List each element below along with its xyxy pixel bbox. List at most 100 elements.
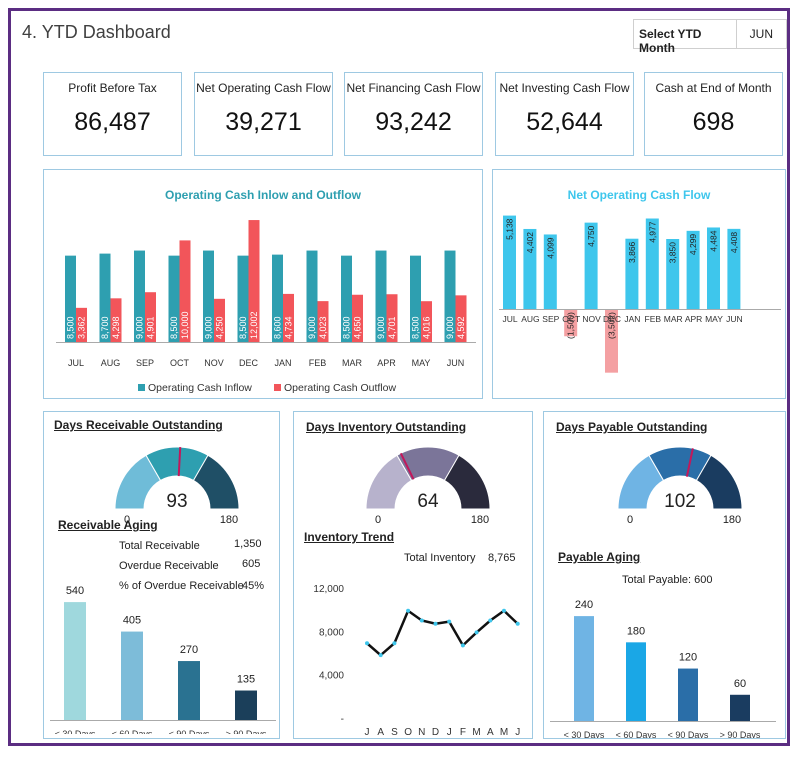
data-label: 8,500	[169, 316, 179, 339]
net-operating-chart-panel: Net Operating Cash Flow 5,138 JUL 4,402 AUG 4…	[492, 169, 786, 399]
x-tick-label: MAY	[412, 358, 431, 368]
data-label: 4,701	[387, 316, 397, 339]
data-label: 12,002	[249, 311, 259, 339]
data-label: 4,977	[647, 221, 657, 243]
dpo-title: Days Payable Outstanding	[556, 420, 708, 434]
inventory-trend-title: Inventory Trend	[304, 530, 395, 544]
data-label: 4,402	[525, 232, 535, 254]
trend-point	[392, 641, 397, 646]
x-tick-label: JUL	[502, 314, 517, 324]
data-label: 3,866	[627, 241, 637, 263]
trend-line	[366, 608, 519, 657]
gauge-needle	[177, 447, 182, 477]
bar-inflow	[444, 250, 456, 342]
bar-net	[707, 227, 720, 309]
bar-outflow	[386, 294, 398, 342]
x-tick-label: MAY	[705, 314, 723, 324]
data-label: 4,408	[729, 232, 739, 254]
gauge-value: 64	[417, 491, 439, 512]
x-tick-label: FEB	[309, 358, 327, 368]
bar-outflow	[352, 294, 363, 342]
bar-net	[523, 228, 537, 309]
data-label: 9,000	[376, 316, 386, 339]
dio-gauge: 64 0 180	[365, 446, 491, 526]
gauge-min: 0	[375, 514, 381, 526]
ytd-month-value[interactable]: JUN	[749, 27, 773, 41]
dpo-gauge: 102 0 180	[617, 446, 743, 526]
gauge-min: 0	[627, 514, 633, 526]
bar-net	[503, 215, 516, 309]
x-tick-label: < 90 Days	[668, 730, 709, 738]
legend-swatch-inflow	[138, 384, 145, 391]
gauge-segment	[443, 454, 491, 510]
x-tick-label: DEC	[239, 358, 259, 368]
x-tick-label: > 90 Days	[226, 729, 267, 734]
x-tick-label: J	[515, 727, 520, 738]
kpi-label: Net Financing Cash Flow	[346, 81, 481, 95]
x-tick-label: S	[391, 727, 398, 738]
x-tick-label: JUL	[68, 358, 84, 368]
kpi-card-net-operating: Net Operating Cash Flow 39,271	[194, 72, 333, 156]
bar-outflow	[110, 298, 122, 342]
total-inventory-value: 8,765	[488, 552, 516, 564]
bar-net	[543, 234, 557, 309]
trend-point	[433, 621, 438, 626]
gauge-needle	[399, 452, 415, 480]
legend-label-inflow: Operating Cash Inflow	[148, 382, 252, 394]
data-label: 4,250	[215, 316, 225, 339]
bar-inflow	[341, 255, 352, 342]
data-label: 4,023	[318, 316, 328, 339]
gauge-needle	[685, 448, 694, 477]
x-tick-label: < 60 Days	[616, 730, 657, 738]
x-tick-label: SEP	[542, 314, 559, 324]
x-tick-label: SEP	[136, 358, 154, 368]
chart-title: Net Operating Cash Flow	[568, 188, 711, 202]
data-label: 4,734	[284, 316, 294, 339]
y-tick-label: 12,000	[313, 584, 344, 595]
x-tick-label: AUG	[101, 358, 121, 368]
aging-bar	[730, 694, 750, 721]
data-label: 540	[66, 585, 84, 597]
trend-point	[419, 618, 424, 623]
x-tick-label: NOV	[204, 358, 224, 368]
stat-label: Total Receivable	[119, 540, 200, 552]
kpi-label: Profit Before Tax	[68, 81, 157, 95]
stat-value: 1,350	[234, 538, 262, 550]
bar-outflow	[214, 298, 225, 342]
bar-outflow	[283, 293, 294, 342]
kpi-card-net-financing: Net Financing Cash Flow 93,242	[344, 72, 483, 156]
gauge-max: 180	[471, 514, 489, 526]
gauge-max: 180	[220, 514, 238, 526]
x-tick-label: JAN	[274, 358, 291, 368]
dpo-panel: Days Payable Outstanding 102 0 180 Payable…	[543, 411, 786, 739]
aging-bar	[64, 602, 86, 720]
data-label: 9,000	[307, 316, 317, 339]
dio-title: Days Inventory Outstanding	[306, 420, 467, 434]
data-label: 4,484	[709, 230, 719, 252]
bar-net	[564, 309, 578, 337]
stat-label: Overdue Receivable	[119, 560, 219, 572]
receivable-aging-title: Receivable Aging	[58, 518, 158, 532]
x-tick-label: M	[500, 727, 508, 738]
data-label: 8,700	[100, 316, 110, 339]
bar-outflow	[317, 301, 329, 342]
ytd-month-selector[interactable]: Select YTD Month JUN	[633, 19, 787, 55]
gauge-segment	[192, 454, 240, 510]
data-label: 135	[237, 674, 255, 686]
bar-inflow	[306, 250, 318, 342]
bar-inflow	[99, 253, 111, 342]
x-tick-label: < 30 Days	[564, 730, 605, 738]
x-tick-label: JAN	[624, 314, 640, 324]
aging-bar	[574, 616, 594, 721]
dashboard-frame: 4. YTD Dashboard Select YTD Month JUN Pr…	[8, 8, 790, 746]
dro-panel: Days Receivable Outstanding 93 0 180 Recei…	[43, 411, 280, 739]
trend-point	[488, 618, 493, 623]
data-label: 9,000	[135, 316, 145, 339]
x-tick-label: FEB	[645, 314, 662, 324]
ytd-month-label: Select YTD Month	[634, 20, 737, 55]
stat-value: 605	[242, 558, 261, 570]
kpi-value: 698	[692, 108, 735, 136]
data-label: (3,502)	[607, 312, 617, 339]
data-label: 8,500	[66, 316, 76, 339]
